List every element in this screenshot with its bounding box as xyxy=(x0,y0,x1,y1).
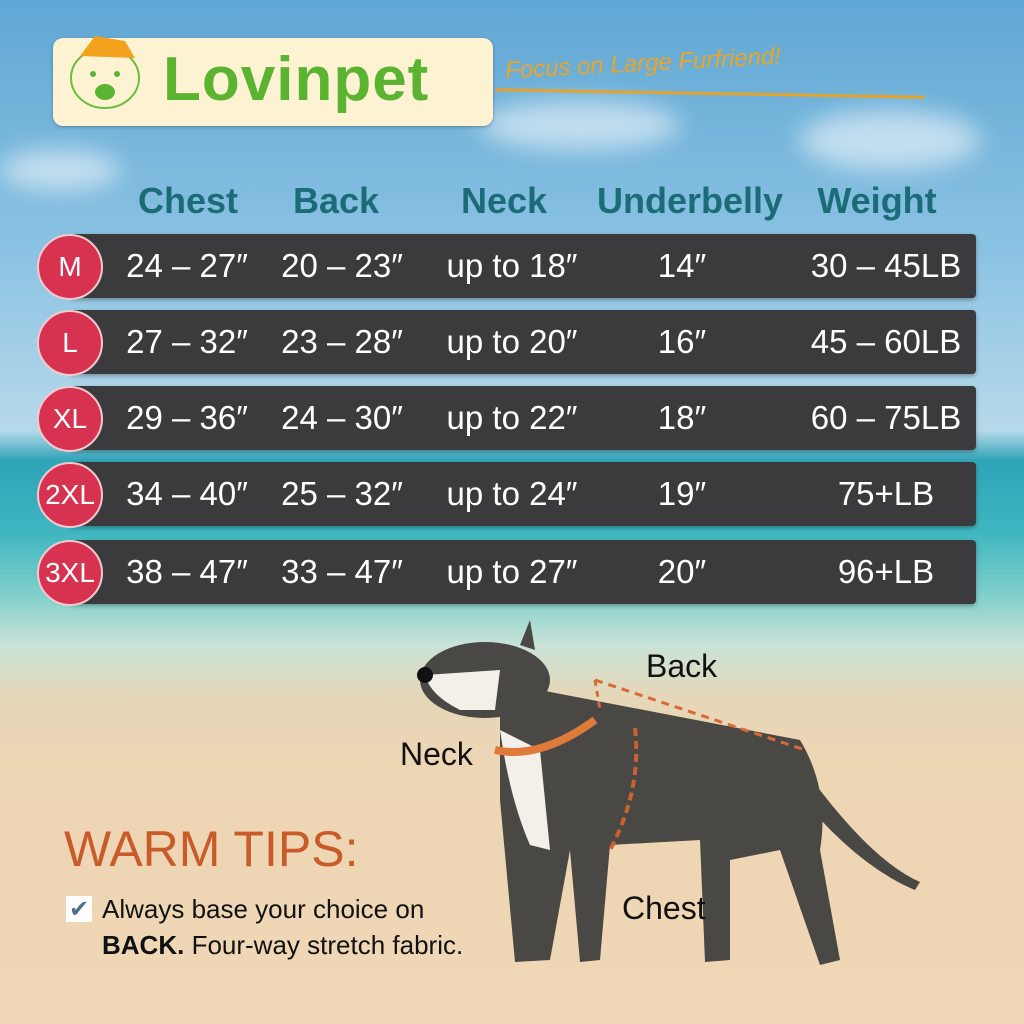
cell-underbelly: 18″ xyxy=(657,399,707,436)
size-row: XL 29 – 36″ 24 – 30″ up to 22″ 18″ 60 – 75LB xyxy=(37,386,976,452)
cell-back: 33 – 47″ xyxy=(281,553,403,590)
header-back: Back xyxy=(292,180,380,221)
dog-illustration xyxy=(417,620,920,965)
cloud xyxy=(0,150,120,190)
cell-neck: up to 24″ xyxy=(446,475,578,512)
cell-chest: 27 – 32″ xyxy=(126,323,248,360)
cell-back: 24 – 30″ xyxy=(281,399,403,436)
warm-tips-title: WARM TIPS: xyxy=(64,821,359,877)
tip-text: Four-way stretch fabric. xyxy=(184,930,464,960)
tip-line-2: BACK. Four-way stretch fabric. xyxy=(102,930,463,961)
cell-back: 25 – 32″ xyxy=(281,475,403,512)
cell-chest: 29 – 36″ xyxy=(126,399,248,436)
cell-weight: 96+LB xyxy=(837,553,935,590)
header-neck: Neck xyxy=(460,180,548,221)
cell-underbelly: 16″ xyxy=(657,323,707,360)
cell-chest: 24 – 27″ xyxy=(126,247,248,284)
size-row: L 27 – 32″ 23 – 28″ up to 20″ 16″ 45 – 60LB xyxy=(37,310,976,376)
size-badge: 2XL xyxy=(37,462,103,528)
cell-underbelly: 19″ xyxy=(657,475,707,512)
label-back: Back xyxy=(646,648,718,684)
logo: Lovinpet xyxy=(53,36,493,126)
size-badge: XL xyxy=(37,386,103,452)
brand-name: Lovinpet xyxy=(163,45,430,114)
size-badge: M xyxy=(37,234,103,300)
size-badge: 3XL xyxy=(37,540,103,606)
tagline: Focus on Large Furfriend! xyxy=(504,42,782,85)
cell-back: 23 – 28″ xyxy=(281,323,403,360)
cell-weight: 30 – 45LB xyxy=(810,247,962,284)
tagline-underline xyxy=(495,88,925,99)
cell-underbelly: 20″ xyxy=(657,553,707,590)
cell-neck: up to 20″ xyxy=(446,323,578,360)
cell-weight: 45 – 60LB xyxy=(810,323,962,360)
size-badge: L xyxy=(37,310,103,376)
dog-mascot-icon xyxy=(70,36,140,109)
cell-underbelly: 14″ xyxy=(657,247,707,284)
cell-neck: up to 22″ xyxy=(446,399,578,436)
label-chest: Chest xyxy=(622,890,706,926)
cell-chest: 38 – 47″ xyxy=(126,553,248,590)
tip-emphasis: BACK. xyxy=(102,930,185,960)
size-row: M 24 – 27″ 20 – 23″ up to 18″ 14″ 30 – 45LB xyxy=(37,234,976,300)
cell-back: 20 – 23″ xyxy=(281,247,403,284)
cloud xyxy=(800,110,980,170)
label-neck: Neck xyxy=(400,736,473,772)
header-chest: Chest xyxy=(137,180,239,221)
header-underbelly: Underbelly xyxy=(596,180,784,221)
check-mark-icon: ✔ xyxy=(66,896,92,922)
cell-weight: 60 – 75LB xyxy=(810,399,962,436)
cell-neck: up to 18″ xyxy=(446,247,578,284)
cell-neck: up to 27″ xyxy=(446,553,578,590)
cell-chest: 34 – 40″ xyxy=(126,475,248,512)
header-weight: Weight xyxy=(817,180,937,221)
size-row: 2XL 34 – 40″ 25 – 32″ up to 24″ 19″ 75+LB xyxy=(37,462,976,528)
tip-line-1: Always base your choice on xyxy=(102,894,425,924)
cloud xyxy=(480,100,680,150)
size-row: 3XL 38 – 47″ 33 – 47″ up to 27″ 20″ 96+LB xyxy=(37,540,976,606)
cell-weight: 75+LB xyxy=(837,475,935,512)
